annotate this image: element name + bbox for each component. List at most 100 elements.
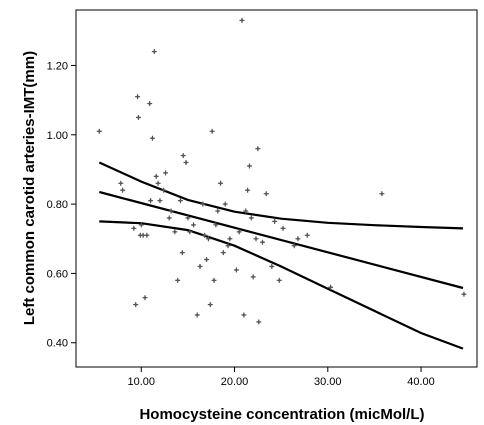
data-point-dot <box>140 223 143 227</box>
x-axis: 10.00 20.00 30.00 40.00 <box>128 367 435 388</box>
data-point <box>211 277 217 283</box>
data-point <box>191 222 197 228</box>
data-point <box>209 128 215 134</box>
data-point-dot <box>265 192 268 195</box>
ci-lower-line <box>99 220 464 350</box>
data-point <box>250 274 256 280</box>
data-point <box>147 101 153 107</box>
data-point-dot <box>192 223 195 227</box>
data-point-dot <box>153 50 156 53</box>
data-point-dot <box>246 189 249 192</box>
data-point-dot <box>203 234 206 237</box>
data-point <box>233 267 239 273</box>
ci-upper-line <box>98 161 464 230</box>
data-point <box>280 225 286 231</box>
data-point-dot <box>184 161 188 164</box>
data-point-dot <box>98 130 101 133</box>
data-point-dot <box>296 237 300 240</box>
data-point-dot <box>151 137 154 140</box>
data-point <box>151 49 157 55</box>
data-point <box>304 232 310 238</box>
data-point <box>220 250 226 256</box>
data-point-dot <box>235 268 238 272</box>
y-tick-label: 1.20 <box>47 60 68 72</box>
data-point-dot <box>209 303 212 306</box>
data-point <box>118 180 124 186</box>
data-point <box>157 198 163 204</box>
plot-frame <box>75 9 478 368</box>
data-point-dot <box>156 182 160 185</box>
data-point <box>131 225 137 231</box>
data-points <box>96 17 467 325</box>
data-point <box>263 191 269 197</box>
data-point <box>133 302 139 308</box>
data-point-dot <box>162 189 165 192</box>
fit-line <box>99 190 464 290</box>
data-point-dot <box>132 227 136 230</box>
data-point-dot <box>306 234 309 237</box>
data-point <box>227 236 233 242</box>
data-point <box>218 180 224 186</box>
data-point <box>149 135 155 141</box>
data-point-dot <box>173 230 177 234</box>
data-point <box>204 257 210 263</box>
data-point-dot <box>201 202 205 206</box>
data-point <box>202 232 208 238</box>
x-tick-label: 40.00 <box>407 376 435 388</box>
data-point-dot <box>148 102 151 105</box>
x-tick-label: 30.00 <box>314 376 342 388</box>
data-point <box>461 291 467 297</box>
data-point <box>197 263 203 269</box>
data-point <box>207 302 213 308</box>
data-point <box>142 295 148 301</box>
data-point <box>248 215 254 221</box>
data-point <box>166 215 172 221</box>
data-point-dot <box>281 227 285 230</box>
y-axis-title: Left common carotid arteries-IMT(mm) <box>21 51 38 325</box>
data-point-dot <box>205 258 208 261</box>
data-point-dot <box>380 192 384 195</box>
data-point-dot <box>244 209 247 213</box>
data-point <box>168 208 174 214</box>
data-point <box>205 236 211 242</box>
data-point <box>215 208 221 214</box>
data-point <box>328 284 334 290</box>
data-point <box>172 229 178 235</box>
data-point-dot <box>254 237 258 240</box>
data-point-dot <box>136 95 139 98</box>
data-point-dot <box>168 216 171 220</box>
data-point-dot <box>198 265 202 268</box>
data-point <box>148 198 154 204</box>
x-tick-label: 10.00 <box>128 376 156 388</box>
data-point <box>135 94 141 100</box>
data-point <box>135 114 141 120</box>
data-point <box>379 191 385 197</box>
data-point-dot <box>158 199 162 202</box>
data-point-dot <box>212 279 216 282</box>
data-point-dot <box>196 313 199 317</box>
data-point <box>155 180 161 186</box>
data-point-dot <box>179 199 182 202</box>
x-axis-title: Homocysteine concentration (micMol/L) <box>139 406 424 423</box>
data-point <box>144 232 150 238</box>
data-point-dot <box>462 293 466 296</box>
data-point <box>183 160 189 166</box>
data-point <box>295 236 301 242</box>
data-point <box>213 222 219 228</box>
data-point-dot <box>329 286 332 289</box>
data-point <box>255 146 261 152</box>
data-point-dot <box>155 175 158 178</box>
data-point <box>194 312 200 318</box>
data-point-dot <box>182 154 185 157</box>
y-tick-label: 0.60 <box>47 268 68 280</box>
data-point-dot <box>293 244 296 247</box>
data-point-dot <box>145 234 149 237</box>
data-point-dot <box>141 234 145 237</box>
data-point-dot <box>242 313 246 317</box>
data-point <box>260 239 266 245</box>
data-point <box>187 229 193 235</box>
data-point-dot <box>121 189 124 192</box>
data-point-dot <box>186 216 190 220</box>
data-point <box>177 198 183 204</box>
data-point <box>225 243 231 249</box>
